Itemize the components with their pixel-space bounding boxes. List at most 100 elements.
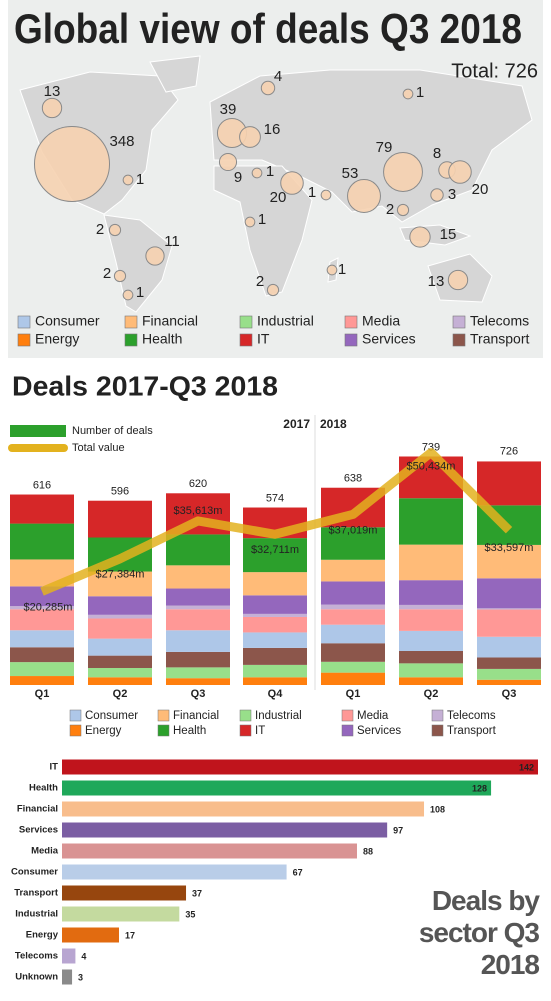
y-tick-label: IT xyxy=(50,762,59,773)
legend-label: Total value xyxy=(72,442,125,454)
bar-segment xyxy=(10,647,74,663)
deal-bubble xyxy=(145,246,165,266)
bubble-label: 1 xyxy=(136,284,144,301)
bar-segment xyxy=(399,544,463,581)
year-label: 2017 xyxy=(283,417,310,431)
legend-label: Services xyxy=(357,725,401,737)
bar-segment xyxy=(399,580,463,605)
bar-total: 616 xyxy=(33,479,51,491)
deal-bubble xyxy=(326,264,338,276)
bubble-label: 15 xyxy=(440,226,457,243)
bar-segment xyxy=(477,578,541,609)
bar xyxy=(62,864,287,880)
value-label: $35,613m xyxy=(174,505,223,517)
map-total: Total: 726 xyxy=(451,60,538,82)
bar-segment xyxy=(166,588,230,606)
deal-bubble xyxy=(218,152,238,172)
legend-swatch xyxy=(239,315,253,329)
bar-segment xyxy=(321,609,385,625)
bar xyxy=(62,927,119,943)
y-tick-label: Transport xyxy=(14,888,59,899)
legend-swatch xyxy=(431,709,444,722)
legend-label: Media xyxy=(362,313,400,329)
bar xyxy=(62,885,187,901)
bar-segment xyxy=(477,657,541,669)
bar xyxy=(62,948,76,964)
legend-swatch xyxy=(239,724,252,737)
legend-label: Transport xyxy=(447,725,497,737)
legend-label: Health xyxy=(173,725,206,737)
legend-label: Industrial xyxy=(257,313,314,329)
bar-total: 596 xyxy=(111,486,129,498)
y-tick-label: Unknown xyxy=(15,972,58,983)
x-tick-label: Q1 xyxy=(35,688,50,700)
legend-label: Transport xyxy=(470,331,530,347)
bar-segment xyxy=(399,650,463,664)
bubble-label: 2 xyxy=(103,265,111,282)
value-label: $20,285m xyxy=(24,601,73,613)
bar-segment xyxy=(399,498,463,545)
value-label: $33,597m xyxy=(485,542,534,554)
deal-bubble xyxy=(113,269,127,283)
bar-total: 726 xyxy=(500,445,518,457)
bar-segment xyxy=(88,618,152,639)
bubble-label: 1 xyxy=(308,184,316,201)
legend-swatch xyxy=(10,425,66,437)
y-tick-label: Services xyxy=(19,825,58,836)
x-tick-label: Q4 xyxy=(268,688,284,700)
total-value-line xyxy=(40,448,513,596)
deal-bubble xyxy=(409,226,431,248)
bar-segment xyxy=(10,662,74,677)
deal-bubble xyxy=(280,171,304,195)
deal-bubble xyxy=(33,125,111,203)
deal-bubble xyxy=(244,216,256,228)
bar-segment xyxy=(88,614,152,619)
bar-segment xyxy=(321,643,385,662)
deal-bubble xyxy=(402,88,414,100)
legend-label: Telecoms xyxy=(470,313,529,329)
bar-segment xyxy=(399,604,463,610)
legend-swatch xyxy=(344,333,358,347)
legend-label: Health xyxy=(142,331,182,347)
value-label: $50,434m xyxy=(407,461,456,473)
legend-swatch xyxy=(69,709,82,722)
deal-bubble xyxy=(448,160,472,184)
deal-bubble xyxy=(122,289,134,301)
bar-segment xyxy=(399,663,463,678)
value-label: 4 xyxy=(81,951,86,961)
bubble-label: 39 xyxy=(220,101,237,118)
legend-swatch xyxy=(239,333,253,347)
bar-segment xyxy=(321,672,385,685)
legend-label: IT xyxy=(255,725,265,737)
legend-label: Industrial xyxy=(255,710,302,722)
bar-segment xyxy=(88,571,152,597)
legend-label: Consumer xyxy=(85,710,138,722)
bar-segment xyxy=(399,630,463,651)
bar-segment xyxy=(321,661,385,673)
bar-segment xyxy=(399,609,463,631)
legend-label: IT xyxy=(257,331,270,347)
bar-segment xyxy=(10,523,74,560)
bubble-label: 20 xyxy=(472,181,489,198)
bubble-label: 79 xyxy=(376,139,393,156)
bubble-label: 11 xyxy=(164,233,180,250)
y-tick-label: Health xyxy=(29,783,58,794)
legend-swatch xyxy=(344,315,358,329)
bubble-label: 16 xyxy=(264,121,281,138)
year-label: 2018 xyxy=(320,417,347,431)
bar-segment xyxy=(477,679,541,685)
bar-segment xyxy=(88,667,152,678)
x-tick-label: Q1 xyxy=(346,688,361,700)
bubble-label: 13 xyxy=(44,83,61,100)
legend-label: Services xyxy=(362,331,416,347)
y-tick-label: Industrial xyxy=(15,909,58,920)
legend-label: Energy xyxy=(35,331,79,347)
deal-bubble xyxy=(260,80,276,96)
legend-swatch xyxy=(341,709,354,722)
y-tick-label: Consumer xyxy=(11,867,58,878)
bar xyxy=(62,969,73,985)
deal-bubble xyxy=(383,152,423,192)
x-tick-label: Q2 xyxy=(113,688,128,700)
deal-bubble xyxy=(320,189,332,201)
